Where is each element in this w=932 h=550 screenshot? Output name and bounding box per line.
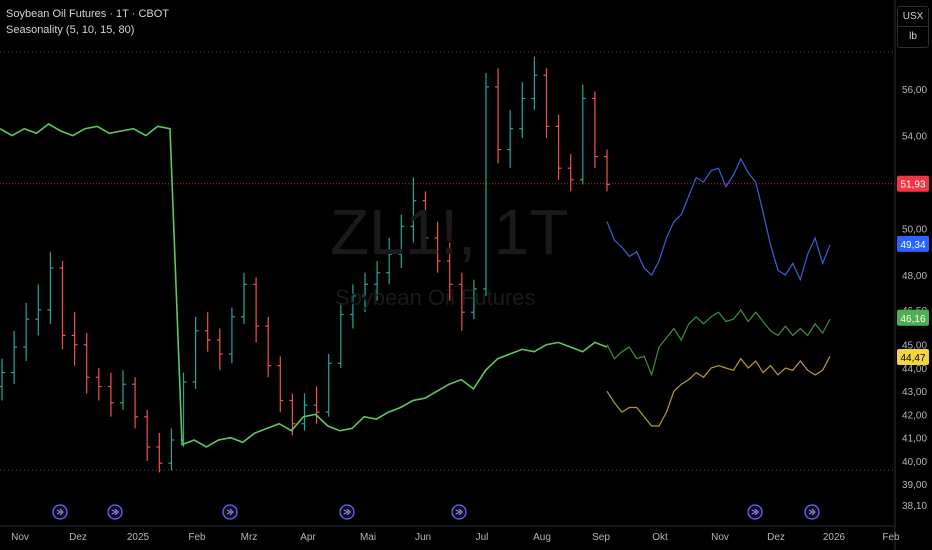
x-tick-label: Dez bbox=[69, 532, 87, 543]
x-tick-label: Feb bbox=[188, 532, 206, 543]
y-tick-label: 42,00 bbox=[902, 410, 927, 421]
event-marker-arrow bbox=[751, 508, 759, 516]
price-label-tag bbox=[897, 309, 929, 326]
y-tick-label: 39,00 bbox=[902, 480, 927, 491]
x-tick-label: Mai bbox=[360, 532, 376, 543]
seasonality-line-darkgreen bbox=[606, 308, 831, 377]
x-tick-label: Jun bbox=[415, 532, 431, 543]
x-tick-label: Dez bbox=[767, 532, 785, 543]
x-tick-label: Apr bbox=[300, 532, 316, 543]
event-marker-arrow bbox=[343, 508, 351, 516]
price-label-tag bbox=[897, 175, 929, 192]
price-label-text: 44,47 bbox=[900, 353, 925, 364]
y-tick-label: 48,00 bbox=[902, 271, 927, 282]
x-tick-label: Mrz bbox=[241, 532, 258, 543]
price-label-text: 49,34 bbox=[900, 240, 925, 251]
event-marker-arrow bbox=[455, 508, 463, 516]
y-tick-label: 44,00 bbox=[902, 364, 927, 375]
unit-selector[interactable]: USX lb bbox=[897, 6, 929, 48]
x-tick-label: Nov bbox=[11, 532, 29, 543]
seasonality-line-blue bbox=[606, 157, 831, 282]
x-tick-label: Nov bbox=[711, 532, 729, 543]
price-label-text: 46,16 bbox=[900, 314, 925, 325]
y-tick-label: 56,00 bbox=[902, 85, 927, 96]
x-tick-label: 2025 bbox=[127, 532, 150, 543]
event-marker-arrow bbox=[111, 508, 119, 516]
watermark-symbol: ZL1!, 1T bbox=[330, 196, 569, 268]
y-tick-label: 41,00 bbox=[902, 434, 927, 445]
x-tick-label: Feb bbox=[882, 532, 900, 543]
unit-label[interactable]: lb bbox=[909, 31, 917, 42]
watermark-name: Soybean Oil Futures bbox=[335, 285, 536, 310]
x-tick-label: Jul bbox=[476, 532, 489, 543]
y-tick-label: 54,00 bbox=[902, 132, 927, 143]
symbol-title[interactable]: Soybean Oil Futures · 1T · CBOT bbox=[6, 8, 170, 20]
y-tick-label: 38,10 bbox=[902, 501, 927, 512]
seasonality-line-green bbox=[0, 123, 608, 448]
indicator-title[interactable]: Seasonality (5, 10, 15, 80) bbox=[6, 24, 135, 36]
event-marker-arrow bbox=[56, 508, 64, 516]
chart-legend: Soybean Oil Futures · 1T · CBOT Seasonal… bbox=[6, 6, 169, 38]
x-tick-label: Aug bbox=[533, 532, 551, 543]
y-tick-label: 50,00 bbox=[902, 225, 927, 236]
x-tick-label: Sep bbox=[592, 532, 610, 543]
event-marker-arrow bbox=[808, 508, 816, 516]
price-label-tag bbox=[897, 349, 929, 366]
y-tick-label: 45,00 bbox=[902, 341, 927, 352]
seasonality-line-yellow bbox=[606, 356, 831, 427]
currency-label[interactable]: USX bbox=[898, 7, 928, 27]
y-tick-label: 40,00 bbox=[902, 457, 927, 468]
price-label-text: 51,93 bbox=[900, 180, 925, 191]
x-tick-label: Okt bbox=[652, 532, 668, 543]
price-label-tag bbox=[897, 235, 929, 252]
event-marker-arrow bbox=[226, 508, 234, 516]
x-tick-label: 2026 bbox=[823, 532, 846, 543]
y-tick-label: 43,00 bbox=[902, 387, 927, 398]
